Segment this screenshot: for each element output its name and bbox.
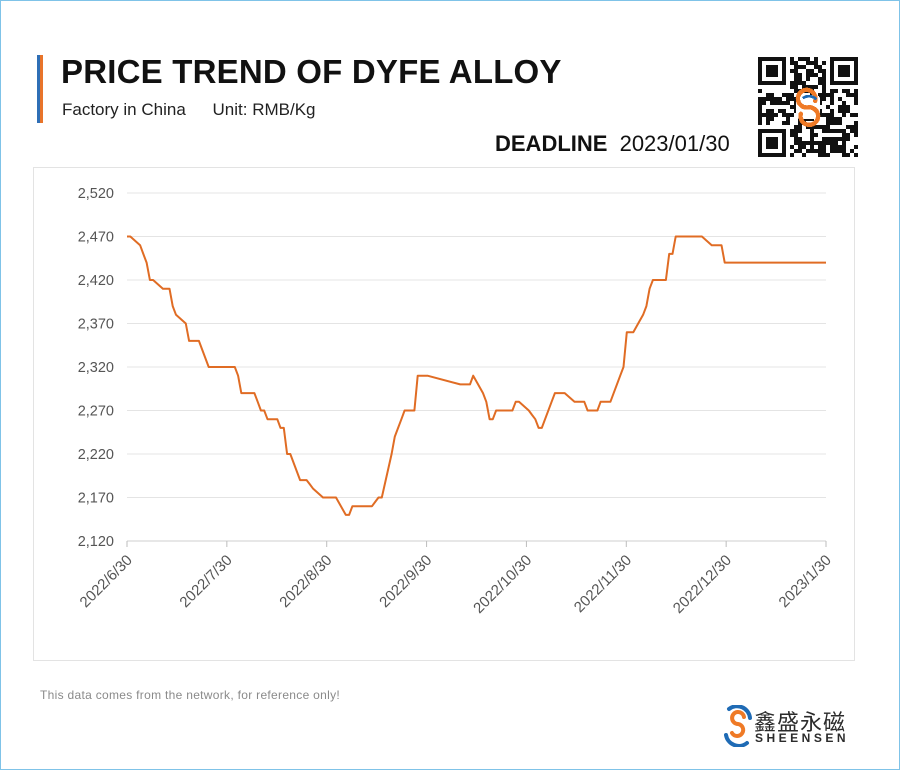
x-tick-label: 2022/9/30 — [376, 552, 435, 611]
x-tick-label: 2022/6/30 — [77, 552, 136, 611]
x-tick-label: 2022/10/30 — [470, 552, 535, 617]
y-tick-label: 2,470 — [78, 230, 114, 246]
deadline-label: DEADLINE — [495, 131, 608, 156]
disclaimer-note: This data comes from the network, for re… — [40, 688, 341, 702]
series-line — [127, 235, 826, 516]
x-tick-label: 2022/8/30 — [276, 552, 335, 611]
x-tick-label: 2022/11/30 — [571, 552, 635, 616]
y-tick-label: 2,270 — [78, 404, 114, 420]
chart-panel: 2,120 2,170 2,220 2,270 2,320 2,370 2,420 2,470… — [33, 167, 855, 661]
y-tick-label: 2,420 — [78, 273, 114, 289]
deadline: DEADLINE 2023/01/30 — [495, 131, 730, 157]
qr-code — [758, 57, 858, 157]
y-tick-label: 2,320 — [78, 360, 114, 376]
brand-logo: 鑫盛永磁 SHEENSEN — [723, 705, 863, 749]
subtitle-origin: Factory in China — [62, 100, 186, 119]
y-tick-label: 2,220 — [78, 447, 114, 463]
x-tick-label: 2022/7/30 — [176, 552, 235, 611]
brand-name-cn: 鑫盛永磁 — [754, 711, 847, 736]
x-tick-label: 2022/12/30 — [670, 552, 735, 617]
page-title: PRICE TREND OF DYFE ALLOY — [61, 53, 562, 90]
x-tick-label: 2023/1/30 — [776, 552, 835, 611]
subtitle: Factory in China Unit: RMB/Kg — [62, 100, 316, 120]
title-accent-bar — [37, 55, 43, 123]
y-tick-label: 2,520 — [78, 186, 114, 202]
y-tick-label: 2,170 — [78, 491, 114, 507]
price-line-chart: 2,120 2,170 2,220 2,270 2,320 2,370 2,420 2,470… — [77, 186, 835, 617]
sheensen-logo-icon — [724, 705, 752, 747]
deadline-date: 2023/01/30 — [619, 131, 730, 156]
y-tick-label: 2,370 — [78, 317, 114, 333]
subtitle-unit: Unit: RMB/Kg — [212, 100, 316, 119]
y-tick-label: 2,120 — [78, 534, 114, 550]
brand-name-en: SHEENSEN — [755, 731, 850, 745]
